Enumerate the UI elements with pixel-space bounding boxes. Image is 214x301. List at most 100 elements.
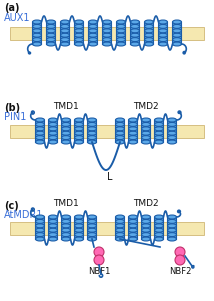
Bar — [61, 217, 70, 239]
Ellipse shape — [116, 123, 125, 126]
Ellipse shape — [172, 29, 181, 33]
Ellipse shape — [175, 255, 185, 265]
Text: TMD1: TMD1 — [53, 199, 79, 208]
Ellipse shape — [144, 24, 153, 28]
Ellipse shape — [159, 38, 168, 42]
Ellipse shape — [61, 237, 70, 241]
Ellipse shape — [103, 38, 111, 42]
Ellipse shape — [116, 131, 125, 135]
Ellipse shape — [155, 118, 163, 122]
Ellipse shape — [168, 215, 177, 219]
Bar — [36, 120, 45, 142]
Bar — [155, 217, 163, 239]
Ellipse shape — [61, 123, 70, 126]
Text: NBF1: NBF1 — [88, 267, 110, 276]
Ellipse shape — [49, 140, 58, 144]
Ellipse shape — [155, 237, 163, 241]
Ellipse shape — [128, 233, 138, 237]
Text: TMD2: TMD2 — [133, 102, 159, 111]
Ellipse shape — [33, 42, 42, 46]
Ellipse shape — [74, 118, 83, 122]
Ellipse shape — [168, 140, 177, 144]
Ellipse shape — [116, 29, 125, 33]
Ellipse shape — [36, 237, 45, 241]
Bar — [103, 22, 111, 44]
Ellipse shape — [141, 219, 150, 223]
Ellipse shape — [128, 219, 138, 223]
Ellipse shape — [128, 237, 138, 241]
Ellipse shape — [88, 219, 97, 223]
Bar — [88, 217, 97, 239]
Ellipse shape — [49, 237, 58, 241]
Ellipse shape — [159, 29, 168, 33]
Bar — [116, 120, 125, 142]
Ellipse shape — [131, 42, 140, 46]
Ellipse shape — [141, 215, 150, 219]
Ellipse shape — [89, 24, 98, 28]
Ellipse shape — [172, 38, 181, 42]
Ellipse shape — [61, 224, 70, 228]
Bar — [36, 217, 45, 239]
Text: AUX1: AUX1 — [4, 13, 31, 23]
Ellipse shape — [131, 29, 140, 33]
Ellipse shape — [74, 29, 83, 33]
Ellipse shape — [61, 233, 70, 237]
Ellipse shape — [33, 33, 42, 37]
Ellipse shape — [128, 140, 138, 144]
Bar — [46, 22, 55, 44]
Bar — [159, 22, 168, 44]
Ellipse shape — [155, 136, 163, 140]
Ellipse shape — [61, 140, 70, 144]
Ellipse shape — [61, 38, 70, 42]
Ellipse shape — [46, 38, 55, 42]
Ellipse shape — [141, 228, 150, 232]
Ellipse shape — [168, 233, 177, 237]
Ellipse shape — [141, 224, 150, 228]
Ellipse shape — [94, 255, 104, 265]
Ellipse shape — [88, 118, 97, 122]
Ellipse shape — [33, 38, 42, 42]
Ellipse shape — [172, 24, 181, 28]
Ellipse shape — [155, 228, 163, 232]
Ellipse shape — [74, 228, 83, 232]
Bar — [49, 217, 58, 239]
Ellipse shape — [116, 224, 125, 228]
Ellipse shape — [168, 123, 177, 126]
Ellipse shape — [168, 118, 177, 122]
Ellipse shape — [49, 127, 58, 131]
Ellipse shape — [74, 215, 83, 219]
Ellipse shape — [168, 136, 177, 140]
Ellipse shape — [116, 33, 125, 37]
Ellipse shape — [159, 24, 168, 28]
Ellipse shape — [116, 20, 125, 24]
Ellipse shape — [155, 233, 163, 237]
Ellipse shape — [128, 123, 138, 126]
Ellipse shape — [74, 140, 83, 144]
Ellipse shape — [49, 215, 58, 219]
Bar — [61, 120, 70, 142]
Ellipse shape — [168, 127, 177, 131]
Text: PIN1: PIN1 — [4, 112, 26, 122]
Ellipse shape — [88, 228, 97, 232]
Text: TMD2: TMD2 — [133, 199, 159, 208]
Ellipse shape — [116, 233, 125, 237]
Bar — [88, 120, 97, 142]
Ellipse shape — [74, 24, 83, 28]
Ellipse shape — [74, 33, 83, 37]
Ellipse shape — [49, 224, 58, 228]
Bar — [141, 120, 150, 142]
Ellipse shape — [74, 219, 83, 223]
Ellipse shape — [88, 136, 97, 140]
Ellipse shape — [61, 131, 70, 135]
Ellipse shape — [155, 123, 163, 126]
Ellipse shape — [88, 123, 97, 126]
Text: (a): (a) — [4, 3, 19, 13]
Bar — [155, 120, 163, 142]
Ellipse shape — [33, 20, 42, 24]
Ellipse shape — [61, 219, 70, 223]
Ellipse shape — [36, 228, 45, 232]
Ellipse shape — [103, 24, 111, 28]
Ellipse shape — [103, 42, 111, 46]
Ellipse shape — [141, 140, 150, 144]
Ellipse shape — [88, 224, 97, 228]
